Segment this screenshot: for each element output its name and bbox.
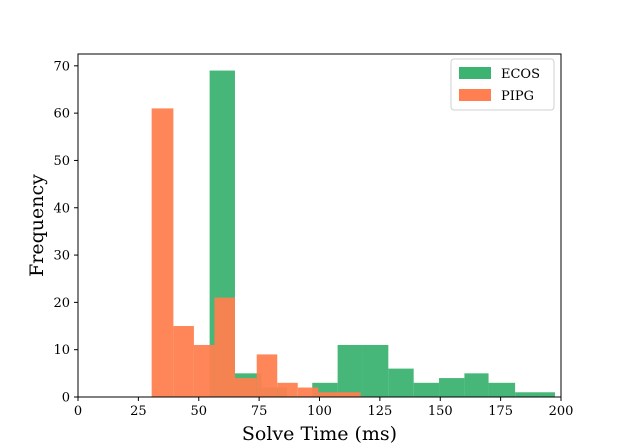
y-tick-label: 40 (53, 201, 70, 216)
y-tick-label: 20 (53, 296, 70, 311)
bar-pipg-4 (234, 378, 257, 397)
x-tick-label: 175 (488, 404, 513, 419)
bar-pipg-7 (297, 387, 319, 397)
x-tick-label: 0 (74, 404, 82, 419)
bar-pipg-1 (173, 326, 194, 397)
bar-pipg-8 (318, 392, 341, 397)
y-tick-label: 60 (53, 107, 70, 122)
bar-pipg-9 (340, 392, 361, 397)
y-tick-label: 30 (53, 249, 70, 264)
bar-ecos-5 (337, 344, 363, 397)
x-tick-label: 75 (251, 404, 268, 419)
bar-ecos-8 (413, 382, 440, 397)
x-tick-label: 100 (307, 404, 332, 419)
bar-ecos-6 (362, 344, 389, 397)
series-pipg (151, 108, 361, 398)
legend-label-ecos: ECOS (501, 67, 540, 82)
x-tick-label: 150 (428, 404, 453, 419)
legend: ECOS PIPG (450, 58, 555, 111)
x-tick-label: 50 (190, 404, 207, 419)
y-axis-title: Frequency (26, 174, 48, 277)
bar-ecos-10 (464, 373, 489, 397)
bar-ecos-12 (515, 392, 541, 397)
x-axis-title: Solve Time (ms) (242, 423, 397, 445)
series-ecos (209, 70, 555, 397)
legend-swatch-pipg (459, 89, 491, 101)
legend-swatch-ecos (459, 67, 491, 79)
bar-ecos-7 (388, 368, 414, 397)
y-tick-label: 70 (53, 59, 70, 74)
bar-ecos-9 (439, 378, 465, 397)
legend-label-pipg: PIPG (501, 89, 534, 104)
y-tick-label: 0 (62, 391, 70, 406)
y-tick-label: 10 (53, 343, 70, 358)
y-tick-label: 50 (53, 154, 70, 169)
bar-ecos-11 (488, 382, 516, 397)
bar-ecos-13 (540, 392, 555, 397)
bars-layer (151, 70, 555, 398)
x-tick-label: 125 (367, 404, 392, 419)
bar-pipg-3 (214, 297, 235, 397)
bar-pipg-6 (277, 382, 298, 397)
x-tick-label: 200 (549, 404, 574, 419)
bar-pipg-2 (193, 344, 215, 397)
bar-pipg-5 (256, 354, 278, 397)
bar-pipg-0 (151, 108, 174, 398)
axes-layer: 0 25 50 75 100 125 150 175 200 0 10 20 30 40 50 60 70 Sol… (26, 53, 574, 445)
x-tick-label: 25 (130, 404, 147, 419)
